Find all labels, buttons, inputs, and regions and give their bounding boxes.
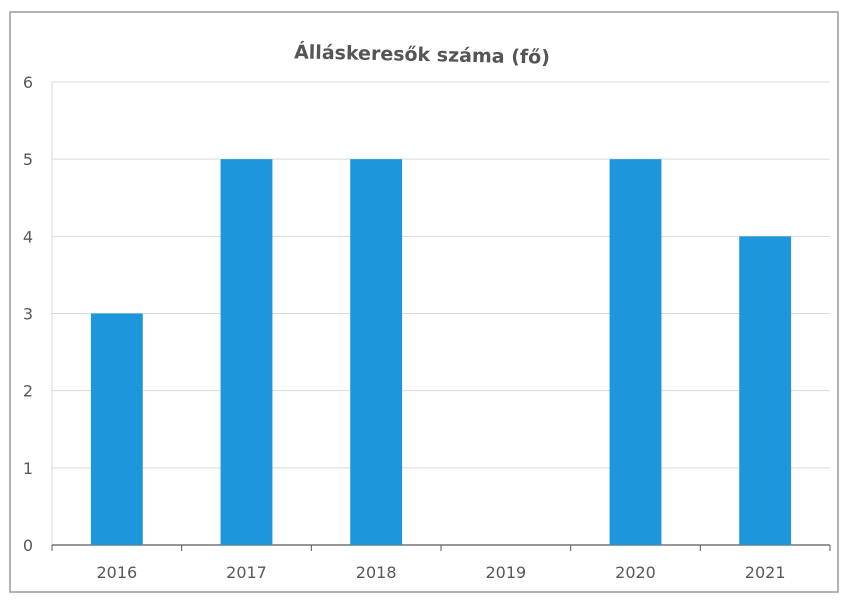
x-tick-label: 2019 xyxy=(485,563,526,582)
y-tick-label: 1 xyxy=(23,459,33,478)
bar-2017 xyxy=(220,159,273,545)
y-tick-label: 6 xyxy=(23,73,33,92)
bar-2018 xyxy=(350,159,403,545)
chart-border xyxy=(9,11,839,593)
x-tick-label: 2018 xyxy=(356,563,397,582)
y-tick-label: 0 xyxy=(23,536,33,555)
y-tick-label: 2 xyxy=(23,382,33,401)
bar-2016 xyxy=(90,313,143,545)
bar-2020 xyxy=(609,159,662,545)
y-tick-label: 5 xyxy=(23,150,33,169)
bar-2021 xyxy=(739,236,792,546)
x-tick-label: 2016 xyxy=(96,563,137,582)
x-tick-label: 2020 xyxy=(615,563,656,582)
x-tick-label: 2017 xyxy=(226,563,267,582)
y-tick-label: 3 xyxy=(23,305,33,324)
x-tick-label: 2021 xyxy=(745,563,786,582)
y-tick-label: 4 xyxy=(23,227,33,246)
